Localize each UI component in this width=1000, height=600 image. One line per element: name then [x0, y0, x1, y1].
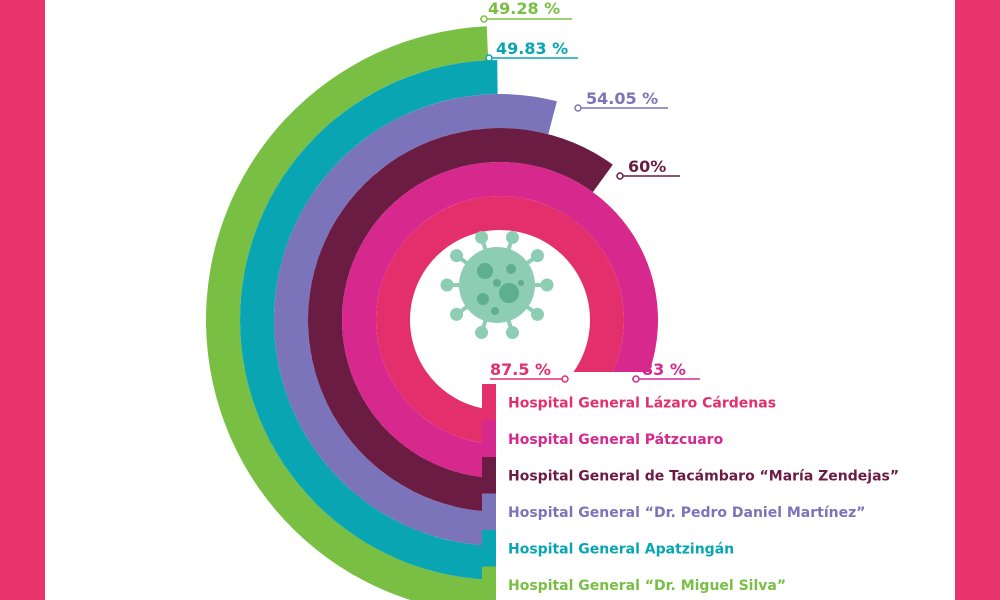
leader-dot-1 [561, 375, 569, 383]
label-column [482, 372, 942, 600]
hospital-label-5: Hospital General Apatzingán [508, 541, 734, 557]
legend-stripe-6 [482, 566, 496, 600]
percent-label-1: 87.5 % [490, 360, 551, 379]
leader-dot-5 [485, 54, 493, 62]
virus-icon [440, 230, 554, 340]
leader-dot-2 [632, 375, 640, 383]
ring-6 [206, 26, 500, 600]
ring-5 [240, 60, 501, 580]
percent-label-4: 54.05 % [586, 89, 658, 108]
ring-3 [308, 127, 613, 512]
legend-stripe-2 [482, 420, 496, 457]
hospital-label-3: Hospital General de Tacámbaro “María Zen… [508, 468, 899, 484]
labels-group: Hospital General Lázaro Cárdenas Hospital… [480, 0, 899, 594]
hospital-label-4: Hospital General “Dr. Pedro Daniel Martí… [508, 505, 865, 521]
percent-label-3: 60% [628, 157, 666, 176]
legend-stripe-1 [482, 384, 496, 421]
rings-group [206, 26, 942, 600]
legend-stripe-5 [482, 530, 496, 567]
leader-dot-3 [616, 172, 624, 180]
leader-dot-6 [480, 15, 488, 23]
ring-4 [274, 94, 557, 546]
legend-stripe-4 [482, 493, 496, 530]
hospital-label-2: Hospital General Pátzcuaro [508, 432, 724, 448]
hospital-label-1: Hospital General Lázaro Cárdenas [508, 395, 776, 411]
percent-label-2: 83 % [642, 360, 686, 379]
percent-label-6: 49.28 % [488, 0, 560, 18]
legend-stripe-3 [482, 457, 496, 494]
leader-dot-4 [574, 104, 582, 112]
percent-label-5: 49.83 % [496, 39, 568, 58]
hospital-label-6: Hospital General “Dr. Miguel Silva” [508, 578, 786, 594]
